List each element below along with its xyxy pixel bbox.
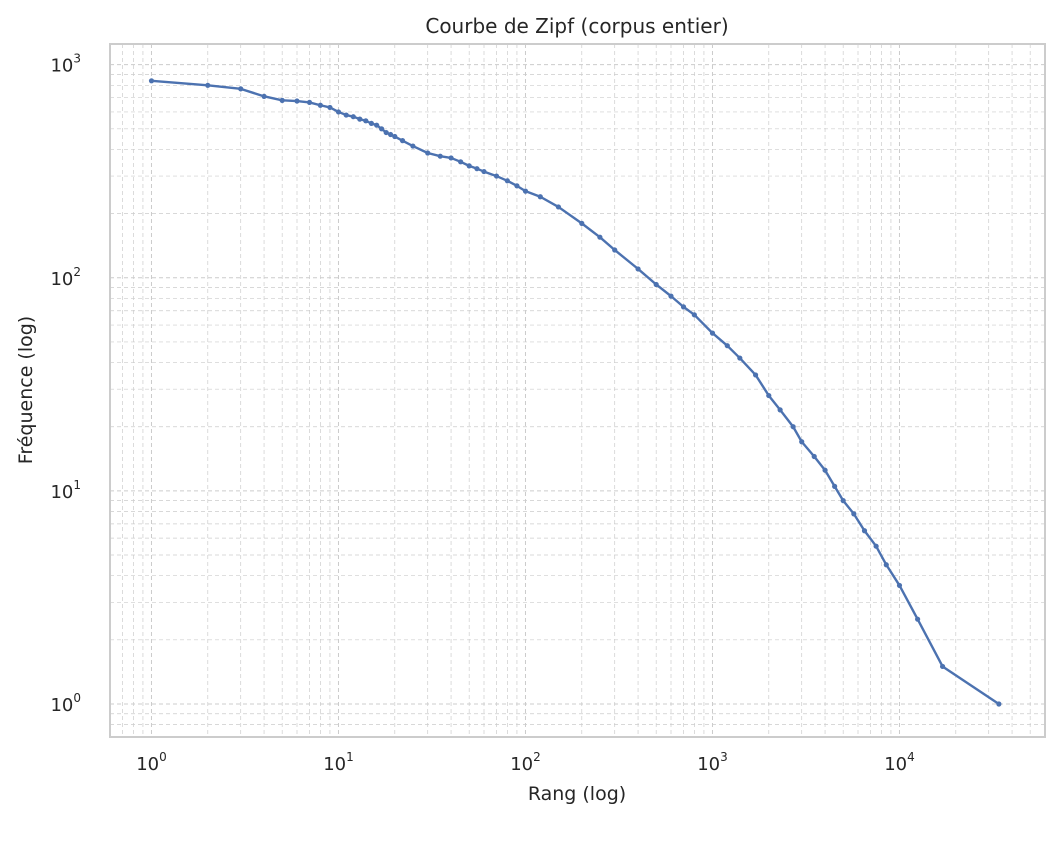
y-tick-label: 102	[50, 265, 81, 290]
y-tick-labels: 100 101 102 103	[50, 52, 81, 716]
data-point	[317, 102, 323, 108]
y-tick-label: 100	[50, 691, 81, 716]
data-point	[294, 98, 300, 104]
data-point	[448, 155, 454, 161]
data-point	[306, 99, 313, 106]
data-point	[996, 701, 1002, 707]
data-point	[680, 304, 687, 310]
data-point	[555, 204, 562, 210]
data-point	[811, 453, 817, 460]
data-point	[148, 78, 155, 84]
data-point	[777, 407, 783, 413]
x-tick-label: 101	[323, 750, 354, 775]
data-point	[668, 293, 674, 299]
plot-frame	[109, 43, 1046, 738]
data-point	[493, 173, 500, 179]
data-point	[481, 168, 487, 175]
data-point	[691, 312, 697, 318]
data-point	[799, 439, 805, 445]
data-point	[915, 616, 921, 622]
data-point	[790, 424, 796, 430]
data-point	[883, 562, 889, 568]
data-point	[514, 183, 520, 189]
data-point	[504, 178, 510, 184]
data-point	[350, 114, 356, 120]
data-point	[653, 281, 659, 288]
data-point	[896, 582, 903, 589]
data-point	[238, 86, 244, 92]
data-point	[635, 266, 641, 272]
data-point	[752, 372, 759, 378]
y-tick-label: 101	[50, 478, 81, 503]
data-point	[357, 116, 363, 122]
data-point	[709, 330, 716, 336]
data-point	[840, 498, 846, 504]
data-point	[851, 511, 857, 517]
data-point	[579, 220, 585, 226]
data-point	[279, 97, 285, 103]
data-point	[522, 188, 529, 194]
series-layer	[148, 78, 1002, 707]
y-axis-label: Fréquence (log)	[15, 316, 37, 464]
data-point	[392, 133, 398, 140]
data-point	[383, 129, 389, 136]
data-point	[437, 153, 443, 159]
data-point	[873, 543, 879, 549]
data-point	[335, 109, 342, 115]
x-tick-label: 102	[510, 750, 541, 775]
data-point	[343, 112, 349, 118]
data-point	[399, 138, 406, 144]
data-point	[466, 163, 472, 169]
chart-title: Courbe de Zipf (corpus entier)	[425, 14, 728, 38]
data-point	[939, 663, 946, 670]
data-point	[474, 166, 480, 172]
data-point	[261, 93, 267, 99]
grid-lines	[109, 44, 1046, 738]
data-point	[612, 247, 618, 253]
data-point	[724, 343, 730, 349]
data-point	[458, 159, 464, 165]
x-tick-label: 100	[136, 750, 167, 775]
data-point	[766, 392, 772, 399]
plot-background	[110, 44, 1045, 737]
x-tick-label: 103	[697, 750, 728, 775]
data-point	[368, 120, 375, 127]
data-point	[410, 143, 416, 149]
data-point	[363, 118, 369, 124]
data-point	[822, 467, 828, 473]
data-point	[861, 528, 868, 534]
data-point	[425, 150, 431, 156]
x-tick-label: 104	[884, 750, 915, 775]
y-tick-label: 103	[50, 52, 81, 77]
data-point	[737, 355, 743, 361]
data-point	[388, 131, 394, 138]
data-point	[378, 126, 385, 132]
data-point	[537, 194, 543, 200]
data-point	[205, 82, 211, 88]
data-point	[327, 104, 333, 111]
data-point	[597, 234, 603, 240]
data-point	[374, 122, 380, 128]
x-tick-labels: 100 101 102 103 104	[136, 750, 915, 775]
data-point	[832, 483, 838, 489]
x-axis-label: Rang (log)	[528, 783, 626, 805]
